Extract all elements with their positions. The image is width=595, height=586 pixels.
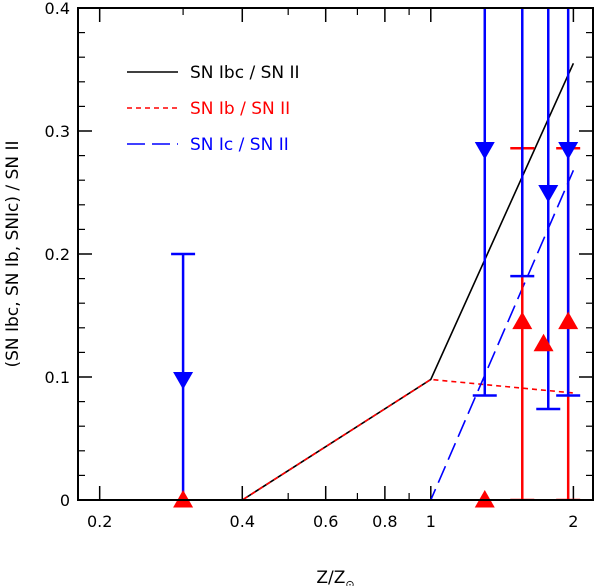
red-triangle-marker	[558, 311, 579, 330]
x-tick-label: 1	[426, 512, 436, 531]
data-markers	[173, 141, 579, 508]
legend-label: SN Ibc / SN II	[190, 63, 300, 83]
blue-down-triangle-marker	[558, 141, 579, 160]
red-triangle-marker	[533, 333, 554, 352]
y-tick-label: 0.1	[45, 368, 70, 387]
x-axis-title: Z/Z⊙	[316, 568, 354, 586]
axis-ticks	[78, 7, 593, 501]
series-lines	[99, 63, 575, 500]
y-tick-label: 0.2	[45, 245, 70, 264]
series-line-1	[99, 63, 575, 500]
blue-down-triangle-marker	[474, 141, 495, 160]
sun-symbol: ⊙	[345, 578, 354, 586]
red-triangle-marker	[173, 490, 194, 508]
x-tick-label: 0.2	[87, 512, 112, 531]
x-tick-label: 0.6	[313, 512, 338, 531]
x-tick-label: 0.8	[372, 512, 397, 531]
red-triangle-marker	[474, 490, 495, 508]
y-axis-title: (SN Ibc, SN Ib, SNIc) / SN II	[3, 140, 23, 367]
legend-label: SN Ib / SN II	[190, 99, 290, 119]
legend: SN Ibc / SN II SN Ib / SN II SN Ic / SN II	[127, 63, 300, 155]
x-tick-label: 0.4	[230, 512, 255, 531]
blue-down-triangle-marker	[173, 371, 194, 390]
series-line-3	[99, 170, 575, 500]
x-tick-label: 2	[568, 512, 578, 531]
legend-label: SN Ic / SN II	[190, 135, 289, 155]
plot-frame	[77, 7, 594, 501]
y-tick-label: 0.3	[45, 122, 70, 141]
tick-labels: 0 0.1 0.2 0.3 0.4 0.2 0.4 0.6 0.8 1 2	[45, 0, 579, 531]
y-tick-label: 0	[60, 491, 70, 510]
red-triangle-marker	[512, 311, 533, 330]
blue-down-triangle-marker	[538, 185, 559, 203]
y-tick-label: 0.4	[45, 0, 70, 18]
series-line-2	[99, 378, 574, 500]
